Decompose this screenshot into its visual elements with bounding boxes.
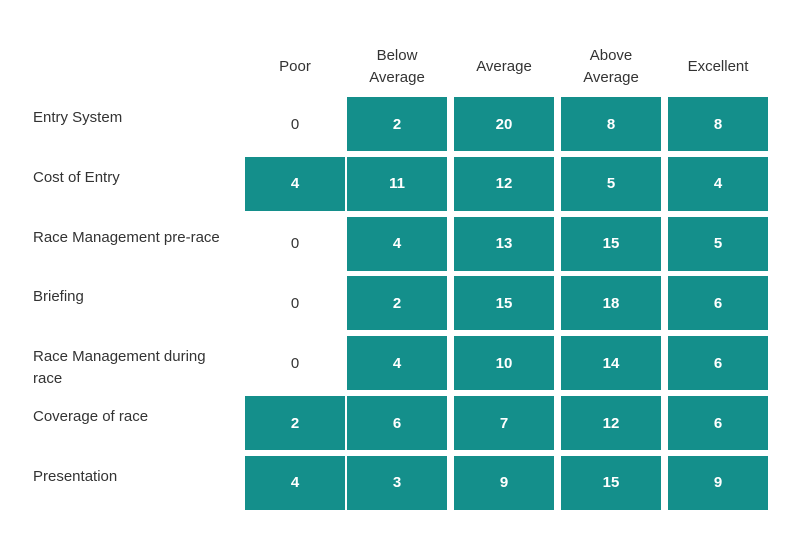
row-label-3: Briefing — [33, 288, 84, 306]
cell-r5-c2: 7 — [454, 396, 554, 450]
row-label-4: Race Management during race — [33, 348, 206, 388]
cell-r2-c4: 5 — [668, 216, 768, 271]
cell-r2-c3: 15 — [561, 216, 661, 271]
cell-r2-c1: 4 — [347, 216, 447, 271]
cell-r4-c2: 10 — [454, 336, 554, 391]
column-header-2: Average — [476, 58, 532, 75]
row-label-5: Coverage of race — [33, 408, 149, 425]
cell-r6-c1: 3 — [347, 455, 447, 510]
column-header-3: Above Average — [583, 47, 639, 86]
cell-r3-c3: 18 — [561, 276, 661, 331]
cell-r0-c1: 2 — [347, 97, 447, 151]
cell-r0-c3: 8 — [561, 97, 661, 151]
column-header-1: Below Average — [369, 47, 425, 86]
cell-r0-c0: 0 — [245, 97, 345, 151]
cell-r3-c0: 0 — [245, 276, 345, 331]
cell-r4-c1: 4 — [347, 336, 447, 391]
cell-r4-c4: 6 — [668, 336, 768, 391]
row-label-1: Cost of Entry — [33, 168, 120, 186]
cell-r6-c0: 4 — [245, 455, 345, 510]
cell-r0-c2: 20 — [454, 97, 554, 151]
cell-r6-c4: 9 — [668, 455, 768, 510]
cell-r6-c3: 15 — [561, 455, 661, 510]
cell-r6-c2: 9 — [454, 455, 554, 510]
cell-r2-c0: 0 — [245, 216, 345, 271]
cell-r3-c4: 6 — [668, 276, 768, 331]
cell-r4-c0: 0 — [245, 336, 345, 391]
cell-r0-c4: 8 — [668, 97, 768, 151]
cell-r5-c3: 12 — [561, 396, 661, 450]
column-header-4: Excellent — [687, 58, 749, 75]
row-label-6: Presentation — [33, 467, 118, 485]
cell-r3-c1: 2 — [347, 276, 447, 331]
cell-r5-c0: 2 — [245, 396, 345, 450]
cell-r5-c1: 6 — [347, 396, 447, 450]
cell-r1-c1: 11 — [347, 156, 447, 211]
cell-r3-c2: 15 — [454, 276, 554, 331]
cell-r1-c2: 12 — [454, 156, 554, 211]
cell-r1-c0: 4 — [245, 156, 345, 211]
cell-r2-c2: 13 — [454, 216, 554, 271]
column-header-0: Poor — [279, 58, 311, 75]
cell-r5-c4: 6 — [668, 396, 768, 450]
row-label-2: Race Management pre-race — [33, 228, 220, 246]
cell-r1-c4: 4 — [668, 156, 768, 211]
cell-r4-c3: 14 — [561, 336, 661, 391]
row-label-0: Entry System — [33, 109, 123, 126]
cell-r1-c3: 5 — [561, 156, 661, 211]
